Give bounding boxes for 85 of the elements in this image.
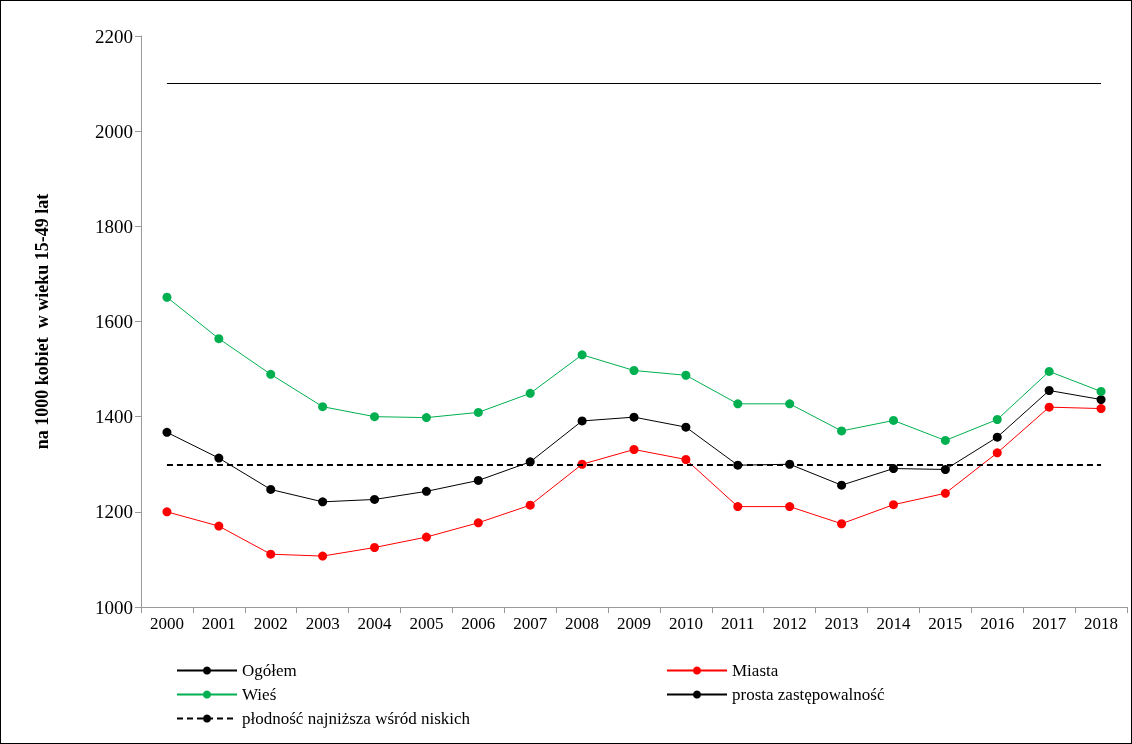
point	[629, 412, 639, 422]
x-tick-label: 2005	[409, 614, 444, 633]
point	[214, 521, 224, 531]
x-tick-label: 2006	[461, 614, 496, 633]
point	[525, 388, 535, 398]
point	[577, 350, 587, 360]
point	[733, 502, 743, 512]
x-tick-label: 2015	[928, 614, 963, 633]
point	[1044, 386, 1054, 395]
x-tick-label: 2018	[1084, 614, 1119, 633]
point	[421, 413, 431, 423]
x-tick-label: 2012	[772, 614, 807, 633]
point	[992, 432, 1002, 442]
point	[629, 366, 639, 376]
point	[370, 494, 380, 504]
point	[266, 369, 276, 379]
x-tick-label: 2013	[824, 614, 859, 633]
point	[318, 497, 328, 507]
point	[992, 415, 1002, 425]
y-tick-label: 1400	[95, 406, 133, 428]
y-tick-label: 1200	[95, 501, 133, 523]
x-tick-label: 2010	[668, 614, 703, 633]
point	[162, 292, 172, 302]
point	[1096, 404, 1106, 414]
point	[318, 402, 328, 412]
point	[837, 519, 847, 529]
legend-label: prosta zastępowalność	[732, 685, 885, 704]
point	[266, 484, 276, 494]
point	[473, 407, 483, 417]
point	[992, 448, 1002, 458]
x-tick-label: 2000	[149, 614, 184, 633]
y-tick-label: 1600	[95, 311, 133, 332]
x-tick-label: 2007	[513, 614, 548, 633]
point	[785, 399, 795, 409]
point	[214, 453, 224, 463]
legend-label: Ogółem	[242, 661, 297, 680]
point	[318, 551, 328, 561]
x-tick-label: 2003	[305, 614, 340, 633]
y-tick-label: 2000	[95, 120, 133, 142]
y-axis-title: na 1000 kobiet w wieku 15-49 lat	[32, 193, 52, 450]
point	[681, 370, 691, 380]
point	[733, 399, 743, 409]
point	[473, 475, 483, 485]
legend-label: Wieś	[242, 685, 277, 704]
y-tick-label: 1000	[95, 596, 133, 618]
legend-label: płodność najniższa wśród niskich	[242, 709, 471, 728]
point	[940, 488, 950, 498]
point	[577, 416, 587, 426]
point	[473, 518, 483, 528]
point	[162, 427, 172, 437]
x-tick-label: 2011	[721, 614, 755, 633]
x-tick-label: 2009	[617, 614, 651, 633]
point	[940, 435, 950, 445]
point	[214, 334, 224, 344]
x-tick-label: 2004	[357, 614, 393, 633]
point	[888, 500, 898, 510]
point	[421, 532, 431, 542]
point	[421, 486, 431, 496]
point	[1044, 402, 1054, 412]
point	[1044, 366, 1054, 376]
x-tick-label: 2016	[980, 614, 1015, 633]
point	[681, 422, 691, 432]
x-tick-label: 2017	[1032, 614, 1067, 633]
point	[525, 500, 535, 510]
point	[837, 426, 847, 436]
point	[940, 464, 950, 474]
y-tick-label: 2200	[95, 25, 133, 47]
point	[888, 464, 898, 474]
point	[266, 549, 276, 559]
point	[629, 445, 639, 454]
x-tick-label: 2002	[253, 614, 288, 633]
x-tick-label: 2001	[201, 614, 236, 633]
point	[1096, 386, 1106, 396]
point	[785, 502, 795, 512]
point	[370, 412, 380, 422]
x-tick-label: 2008	[565, 614, 600, 633]
point	[1096, 395, 1106, 405]
point	[888, 415, 898, 425]
x-tick-label: 2014	[876, 614, 911, 633]
point	[162, 507, 172, 517]
point	[370, 543, 380, 553]
point	[837, 480, 847, 490]
legend-label: Miasta	[732, 661, 779, 680]
point	[681, 454, 691, 464]
y-tick-label: 1800	[95, 215, 133, 237]
